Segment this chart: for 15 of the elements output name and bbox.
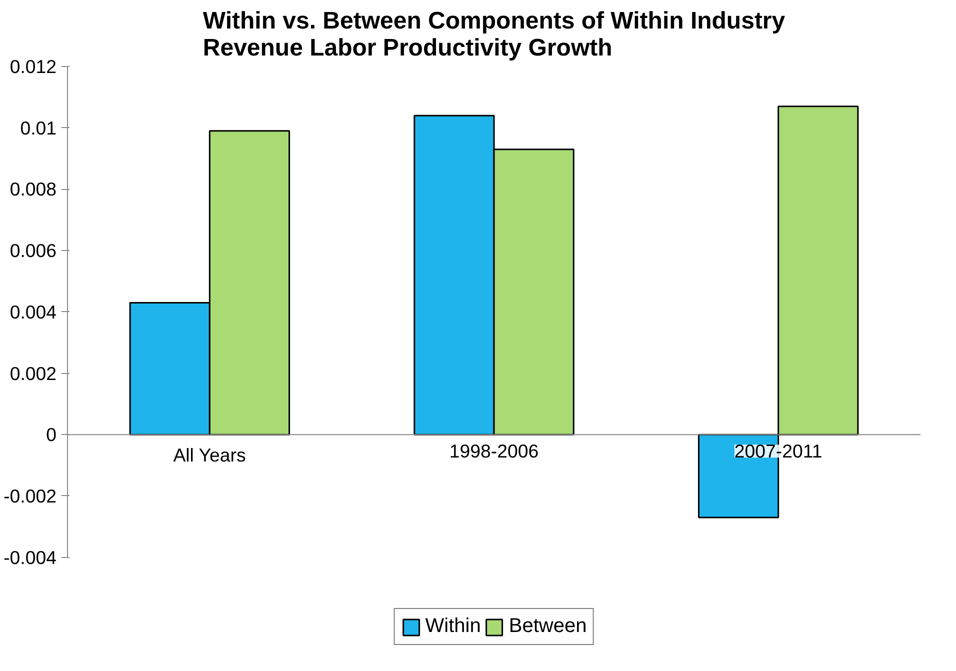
y-tick-label: -0.002: [4, 485, 57, 506]
legend-label: Within: [425, 615, 481, 638]
chart-title: Within vs. Between Components of Within Industry Revenue Labor Productivity Growth: [202, 8, 786, 62]
legend-label: Between: [508, 615, 587, 638]
y-tick-label: 0: [46, 424, 57, 446]
y-tick-label: -0.004: [4, 546, 57, 568]
x-tick-label: All Years: [173, 444, 246, 466]
x-tick-label: 1998-2006: [449, 440, 539, 462]
y-tick-label: 0.004: [10, 301, 56, 322]
y-tick-label: 0.01: [20, 117, 56, 138]
y-tick-label: 0.008: [10, 178, 56, 200]
y-tick-label: 0.006: [10, 240, 56, 262]
y-tick-label: 0.002: [10, 362, 56, 384]
x-tick-label: 2007-2011: [734, 440, 822, 462]
y-tick-label: 0.012: [10, 56, 56, 77]
